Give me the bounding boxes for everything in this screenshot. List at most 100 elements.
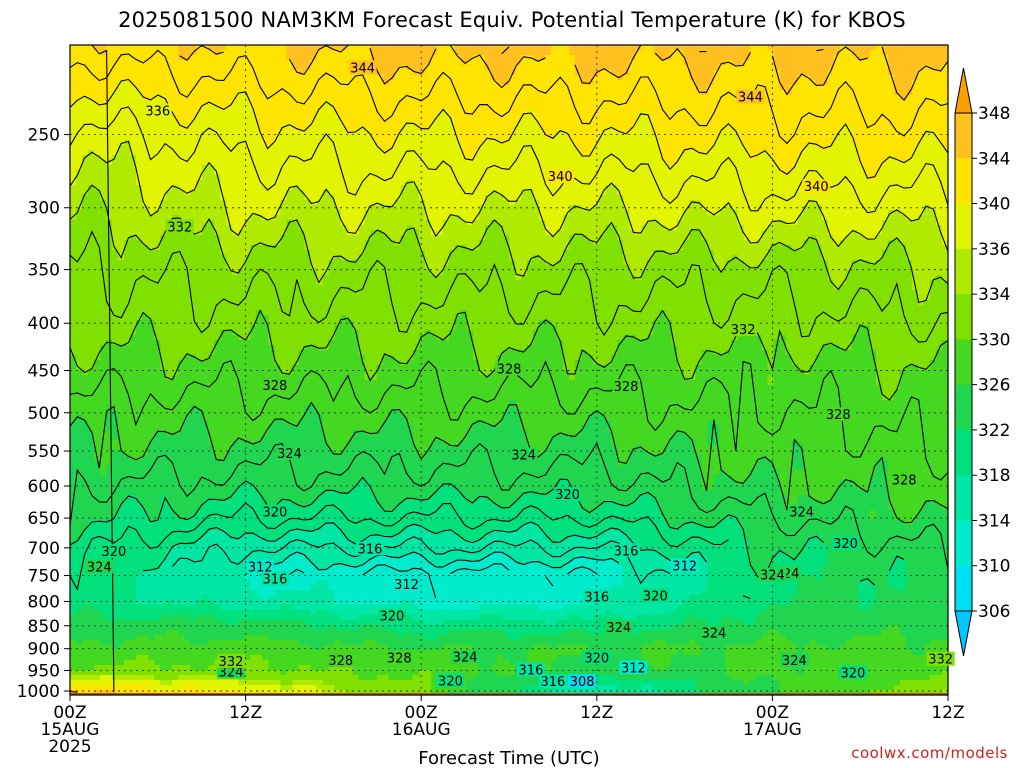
field-cell (611, 560, 618, 586)
field-cell (731, 130, 739, 211)
field-cell (388, 680, 396, 696)
field-cell (448, 330, 456, 446)
field-cell (442, 645, 450, 696)
field-cell (809, 575, 817, 641)
field-cell (466, 680, 474, 696)
field-cell (364, 130, 372, 211)
field-cell (647, 645, 654, 666)
field-cell (202, 645, 209, 671)
field-cell (430, 610, 438, 626)
field-cell (370, 680, 378, 696)
contour-line (881, 46, 948, 101)
field-cell (160, 560, 167, 606)
field-cell (821, 220, 829, 261)
field-cell (112, 680, 119, 686)
field-cell (809, 235, 817, 366)
field-cell (256, 130, 264, 216)
field-cell (484, 195, 492, 226)
field-cell (899, 680, 907, 696)
field-cell (635, 280, 642, 341)
field-cell (629, 450, 636, 506)
contour-label: 320 (555, 488, 580, 503)
field-cell (617, 565, 624, 586)
field-cell (490, 630, 498, 666)
field-cell (328, 625, 336, 646)
field-cell (274, 590, 282, 611)
field-cell (677, 50, 684, 156)
field-cell (725, 45, 733, 61)
field-cell (370, 60, 378, 141)
field-cell (148, 520, 155, 571)
field-cell (454, 630, 462, 646)
field-cell (719, 520, 727, 621)
field-cell (112, 685, 119, 696)
field-cell (388, 555, 396, 606)
field-cell (412, 675, 420, 696)
field-cell (298, 505, 306, 531)
field-cell (202, 420, 209, 501)
field-cell (286, 640, 294, 671)
field-cell (280, 605, 288, 621)
contour-label-bg (699, 625, 728, 640)
field-cell (677, 220, 684, 251)
field-cell (767, 605, 775, 631)
field-cell (370, 495, 378, 536)
field-cell (298, 530, 306, 556)
y-tick-label: 1000 (17, 682, 60, 702)
field-cell (106, 405, 113, 431)
y-tick-label: 800 (28, 592, 60, 612)
field-cell (665, 255, 672, 321)
field-cell (106, 430, 113, 466)
field-cell (382, 615, 390, 631)
field-cell (184, 640, 191, 666)
field-cell (827, 235, 835, 281)
field-cell (148, 660, 155, 676)
field-cell (310, 45, 318, 61)
field-cell (466, 225, 474, 251)
contour-line (289, 568, 305, 575)
field-cell (863, 325, 871, 491)
y-tick-label: 950 (28, 661, 60, 681)
field-cell (659, 670, 666, 681)
field-cell (166, 550, 173, 601)
field-cell (304, 645, 312, 666)
field-cell (761, 635, 769, 676)
field-cell (490, 190, 498, 221)
field-cell (208, 675, 215, 681)
field-cell (238, 340, 245, 441)
field-cell (713, 445, 721, 476)
field-cell (220, 110, 227, 201)
field-cell (448, 215, 456, 251)
field-cell (701, 555, 709, 591)
field-cell (430, 495, 438, 536)
field-cell (304, 70, 312, 131)
field-cell (791, 225, 799, 251)
credit-link[interactable]: coolwx.com/models (851, 744, 1008, 762)
field-cell (244, 580, 252, 611)
field-cell (232, 490, 239, 541)
field-cell (82, 420, 89, 531)
field-cell (304, 530, 312, 561)
field-cell (70, 105, 77, 186)
field-cell (460, 540, 468, 561)
field-cell (310, 500, 318, 531)
field-cell (659, 45, 666, 61)
field-cell (533, 620, 540, 636)
field-cell (875, 385, 883, 461)
contour-label-bg (612, 379, 641, 394)
field-cell (220, 680, 227, 691)
field-cell (382, 420, 390, 511)
field-cell (382, 675, 390, 696)
field-cell (256, 680, 264, 686)
contour-label-bg (385, 650, 414, 665)
field-cell (358, 605, 366, 616)
field-cell (76, 645, 83, 671)
field-cell (250, 635, 258, 656)
field-cell (202, 225, 209, 361)
field-cell (256, 440, 264, 496)
field-cell (136, 575, 143, 606)
field-cell (599, 615, 606, 636)
field-cell (569, 535, 576, 561)
field-cell (551, 545, 558, 571)
field-cell (280, 420, 288, 501)
